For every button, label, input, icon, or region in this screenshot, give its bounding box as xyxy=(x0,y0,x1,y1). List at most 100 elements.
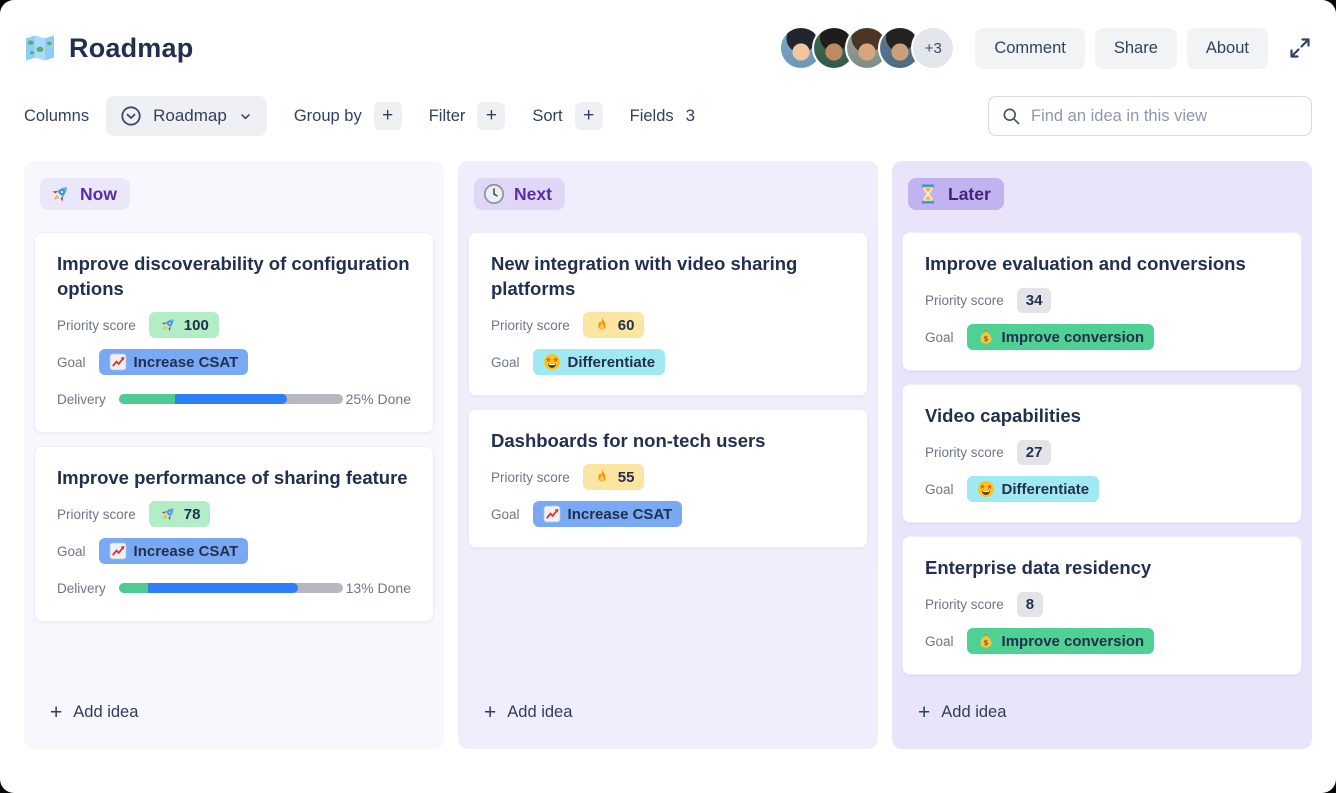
goal-value: Increase CSAT xyxy=(133,353,239,371)
goal-badge: Increase CSAT xyxy=(98,538,249,564)
search-input[interactable] xyxy=(1031,106,1299,126)
priority-row: Priority score 27 xyxy=(925,439,1279,465)
goal-row: Goal Increase CSAT xyxy=(57,538,411,564)
view-selector-value: Roadmap xyxy=(153,106,227,125)
goal-label: Goal xyxy=(57,543,86,559)
filter-add-button[interactable]: + xyxy=(477,102,506,130)
comment-button[interactable]: Comment xyxy=(975,27,1085,69)
group-by-label: Group by xyxy=(293,106,362,125)
add-idea-button[interactable]: + Add idea xyxy=(468,692,588,733)
delivery-row: Delivery 25% Done xyxy=(57,386,411,412)
column-next: Next New integration with video sharing … xyxy=(458,161,878,749)
goal-label: Goal xyxy=(57,354,86,370)
clock-icon xyxy=(483,183,505,205)
column-label: Next xyxy=(514,183,552,204)
add-idea-button[interactable]: + Add idea xyxy=(902,692,1022,733)
fire-icon xyxy=(598,317,606,330)
roadmap-board: Now Improve discoverability of configura… xyxy=(0,161,1336,749)
share-button[interactable]: Share xyxy=(1094,27,1177,69)
map-icon xyxy=(26,35,54,61)
column-later: Later Improve evaluation and conversions… xyxy=(892,161,1312,749)
expand-icon xyxy=(1290,38,1310,58)
svg-text:$: $ xyxy=(983,334,988,343)
priority-value: 60 xyxy=(617,316,635,334)
card-title: Video capabilities xyxy=(925,405,1081,426)
avatar-overflow-badge[interactable]: +3 xyxy=(911,26,956,70)
add-idea-button[interactable]: + Add idea xyxy=(34,692,154,733)
columns-label: Columns xyxy=(24,106,90,125)
search-box xyxy=(988,96,1312,136)
priority-label: Priority score xyxy=(57,317,136,333)
idea-card[interactable]: New integration with video sharing platf… xyxy=(468,232,868,396)
plus-icon: + xyxy=(50,701,63,724)
rocket-icon xyxy=(161,319,174,332)
priority-badge: 27 xyxy=(1016,439,1052,465)
star-struck-icon xyxy=(977,481,994,497)
sort-add-button[interactable]: + xyxy=(574,102,603,130)
fields-count: 3 xyxy=(685,106,696,125)
view-selector-dropdown[interactable]: Roadmap xyxy=(106,96,267,136)
column-now: Now Improve discoverability of configura… xyxy=(24,161,444,749)
goal-value: Increase CSAT xyxy=(133,542,239,560)
idea-card[interactable]: Improve evaluation and conversions Prior… xyxy=(902,232,1302,371)
priority-value: 100 xyxy=(183,316,209,334)
goal-badge: Differentiate xyxy=(966,476,1100,502)
goal-badge: Increase CSAT xyxy=(532,501,683,527)
priority-badge: 100 xyxy=(148,312,219,338)
view-toolbar: Columns Roadmap Group by + Filter + Sort… xyxy=(0,95,1336,137)
delivery-label: Delivery xyxy=(57,580,106,596)
goal-badge: Increase CSAT xyxy=(98,349,249,375)
group-by-add-button[interactable]: + xyxy=(373,102,402,130)
priority-row: Priority score 55 xyxy=(491,464,845,490)
goal-value: Increase CSAT xyxy=(567,505,673,523)
priority-label: Priority score xyxy=(491,317,570,333)
add-idea-label: Add idea xyxy=(73,703,139,721)
idea-card[interactable]: Improve performance of sharing feature P… xyxy=(34,446,434,622)
goal-row: Goal Increase CSAT xyxy=(491,501,845,527)
priority-badge: 55 xyxy=(582,464,645,490)
priority-value: 55 xyxy=(617,468,635,486)
priority-badge: 60 xyxy=(582,312,645,338)
goal-row: Goal $ Improve conversion xyxy=(925,628,1279,654)
idea-card[interactable]: Enterprise data residency Priority score… xyxy=(902,536,1302,675)
column-header-later: Later xyxy=(908,178,1004,210)
fields-label: Fields xyxy=(629,106,674,125)
priority-badge: 78 xyxy=(148,501,211,527)
progress-in-progress-segment xyxy=(147,583,298,593)
delivery-row: Delivery 13% Done xyxy=(57,575,411,601)
about-button[interactable]: About xyxy=(1186,27,1268,69)
priority-row: Priority score 34 xyxy=(925,287,1279,313)
progress-in-progress-segment xyxy=(174,394,287,404)
goal-label: Goal xyxy=(925,481,954,497)
goal-badge: $ Improve conversion xyxy=(966,628,1155,654)
fire-icon xyxy=(598,469,606,482)
goal-badge: $ Improve conversion xyxy=(966,324,1155,350)
goal-row: Goal Differentiate xyxy=(925,476,1279,502)
title-group: Roadmap xyxy=(24,32,193,64)
idea-card[interactable]: Video capabilities Priority score 27 Goa… xyxy=(902,384,1302,523)
expand-button[interactable] xyxy=(1288,36,1312,60)
chart-increasing-icon xyxy=(109,542,126,560)
priority-label: Priority score xyxy=(925,444,1004,460)
idea-card[interactable]: Dashboards for non-tech users Priority s… xyxy=(468,409,868,548)
priority-badge: 34 xyxy=(1016,287,1052,313)
delivery-done-text: 25% Done xyxy=(345,391,411,407)
progress-done-segment xyxy=(118,583,148,593)
priority-label: Priority score xyxy=(925,596,1004,612)
delivery-progress-bar xyxy=(118,583,343,593)
priority-row: Priority score 8 xyxy=(925,591,1279,617)
priority-label: Priority score xyxy=(491,469,570,485)
card-title: Enterprise data residency xyxy=(925,557,1152,578)
circle-chevron-down-icon xyxy=(121,106,141,126)
goal-label: Goal xyxy=(925,633,954,649)
priority-row: Priority score 78 xyxy=(57,501,411,527)
delivery-label: Delivery xyxy=(57,391,106,407)
money-bag-icon: $ xyxy=(979,329,992,344)
priority-row: Priority score 60 xyxy=(491,312,845,338)
fields-control[interactable]: Fields 3 xyxy=(630,106,695,126)
card-title: Improve evaluation and conversions xyxy=(925,253,1246,274)
idea-card[interactable]: Improve discoverability of configuration… xyxy=(34,232,434,433)
chart-increasing-icon xyxy=(109,353,126,371)
progress-done-segment xyxy=(118,394,175,404)
